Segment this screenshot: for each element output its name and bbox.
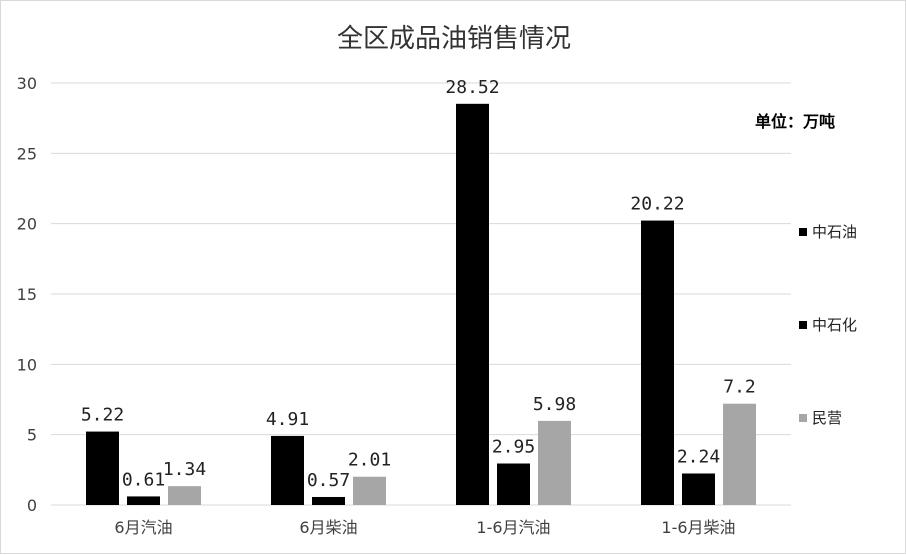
legend-label: 民营 — [812, 409, 842, 427]
data-label: 2.01 — [348, 450, 391, 471]
data-label: 0.61 — [122, 469, 165, 490]
y-tick-label: 25 — [17, 144, 37, 163]
x-tick-label: 6月柴油 — [299, 518, 357, 537]
bar — [271, 435, 304, 505]
data-label: 28.52 — [445, 77, 499, 98]
y-tick-label: 20 — [17, 215, 37, 234]
x-tick-label: 1-6月柴油 — [661, 518, 735, 537]
bar — [538, 420, 571, 505]
bar — [168, 486, 201, 505]
bar — [723, 403, 756, 505]
y-tick-label: 30 — [17, 74, 37, 93]
data-label: 7.2 — [723, 377, 756, 398]
data-label: 0.57 — [307, 470, 350, 491]
bar — [86, 431, 119, 505]
x-tick-label: 1-6月汽油 — [476, 518, 550, 537]
gridlines — [51, 82, 791, 506]
legend-swatch — [799, 228, 807, 236]
y-axis: 0 5 10 15 20 25 30 — [17, 74, 37, 515]
x-tick-label: 6月汽油 — [114, 518, 172, 537]
bar — [497, 463, 530, 505]
data-label: 4.91 — [266, 409, 309, 430]
legend-swatch — [799, 321, 807, 329]
bar — [641, 220, 674, 505]
y-tick-label: 15 — [17, 285, 37, 304]
legend-label: 中石油 — [812, 223, 857, 241]
unit-label: 单位：万吨 — [755, 112, 835, 131]
x-axis: 6月汽油 6月柴油 1-6月汽油 1-6月柴油 — [114, 518, 735, 537]
y-tick-label: 5 — [27, 426, 37, 445]
data-label: 2.95 — [492, 437, 535, 458]
bars — [86, 103, 756, 505]
data-label: 2.24 — [677, 446, 720, 467]
data-labels: 5.22 0.611.34 4.91 0.572.01 28.52 2.95 5.98 20.… — [81, 77, 756, 491]
data-label: 5.98 — [533, 394, 576, 415]
data-label: 1.34 — [163, 459, 206, 480]
chart-title: 全区成品油销售情况 — [337, 24, 571, 54]
y-tick-label: 0 — [27, 496, 37, 515]
y-tick-label: 10 — [17, 355, 37, 374]
legend-label: 中石化 — [812, 316, 857, 334]
bar — [353, 476, 386, 505]
bar — [312, 496, 345, 505]
bar — [682, 473, 715, 505]
legend-swatch — [799, 414, 807, 422]
bar — [456, 103, 489, 505]
bar — [127, 496, 160, 505]
data-label: 20.22 — [630, 194, 684, 215]
data-label: 5.22 — [81, 405, 124, 426]
